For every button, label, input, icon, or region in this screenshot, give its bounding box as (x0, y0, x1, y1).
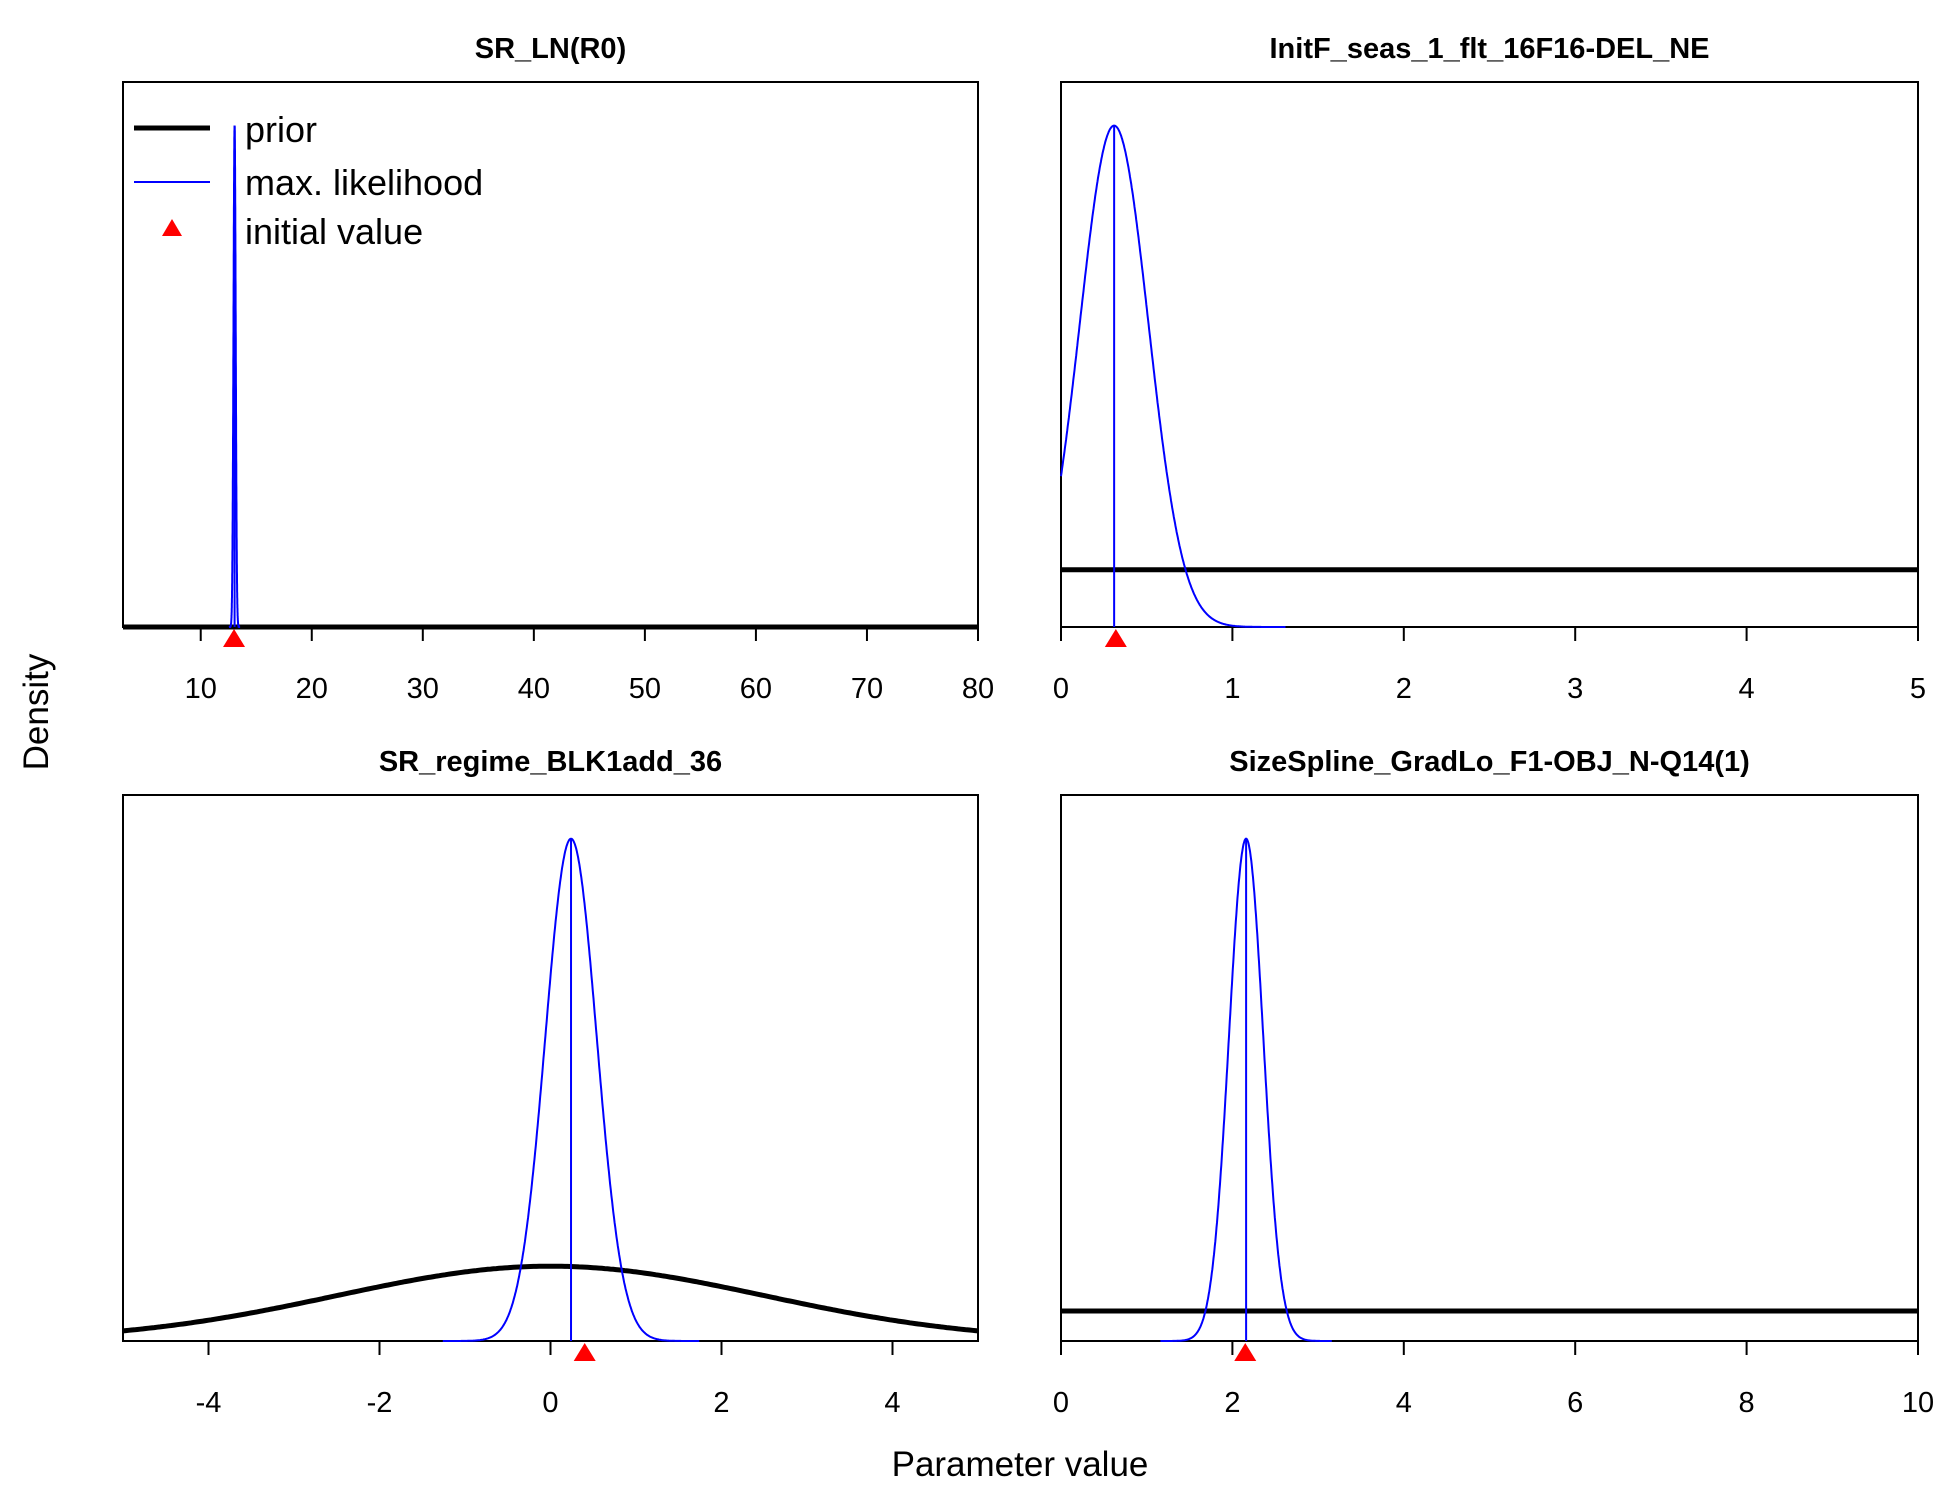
prior-curve (122, 1263, 979, 1334)
x-tick-label: 0 (542, 1387, 558, 1419)
legend-initial-triangle (162, 219, 182, 236)
panel-1: SR_LN(R0) 10 20 30 40 50 60 70 80 (122, 33, 994, 705)
x-tick-label: 10 (185, 673, 217, 705)
x-tick-label: 4 (884, 1387, 900, 1419)
plot-frame (1060, 794, 1919, 1342)
x-tick-label: 3 (1567, 673, 1583, 705)
x-tick-label: 10 (1902, 1387, 1934, 1419)
panel-title: SizeSpline_GradLo_F1-OBJ_N-Q14(1) (1229, 746, 1750, 778)
legend-prior-label: prior (245, 109, 317, 150)
mle-curve (1060, 124, 1286, 628)
x-tick-label: 2 (1224, 1387, 1240, 1419)
x-tick-label: 0 (1053, 673, 1069, 705)
x-tick-label: 60 (740, 673, 772, 705)
x-tick-label: 30 (407, 673, 439, 705)
x-tick-label: 40 (518, 673, 550, 705)
x-axis-label: Parameter value (892, 1445, 1149, 1484)
panel-2: InitF_seas_1_flt_16F16-DEL_NE 0 1 2 3 4 5 (1053, 33, 1926, 705)
x-tick-label: 70 (851, 673, 883, 705)
panel-3: SR_regime_BLK1add_36 -4 -2 0 2 4 (122, 746, 979, 1419)
x-tick-label: 6 (1567, 1387, 1583, 1419)
legend: prior max. likelihood initial value (134, 109, 483, 252)
initial-value-marker (573, 1343, 596, 1361)
x-tick-label: -4 (196, 1387, 222, 1419)
panel-4: SizeSpline_GradLo_F1-OBJ_N-Q14(1) 0 2 4 6 8 10 (1053, 746, 1934, 1419)
x-tick-label: 5 (1910, 673, 1926, 705)
x-tick-label: 2 (713, 1387, 729, 1419)
x-tick-label: 4 (1739, 673, 1755, 705)
plot-frame (1060, 81, 1919, 628)
initial-value-marker (223, 629, 246, 647)
x-tick-label: 4 (1396, 1387, 1412, 1419)
y-axis-label: Density (17, 653, 56, 770)
plot-frame (122, 794, 979, 1342)
legend-mle-label: max. likelihood (245, 162, 483, 203)
x-tick-label: -2 (367, 1387, 393, 1419)
x-tick-label: 80 (962, 673, 994, 705)
panel-title: SR_regime_BLK1add_36 (379, 746, 722, 778)
x-tick-label: 2 (1396, 673, 1412, 705)
panel-title: InitF_seas_1_flt_16F16-DEL_NE (1269, 33, 1709, 65)
x-tick-label: 20 (296, 673, 328, 705)
panel-title: SR_LN(R0) (475, 33, 626, 65)
x-tick-label: 8 (1739, 1387, 1755, 1419)
initial-value-marker (1234, 1343, 1257, 1361)
x-tick-label: 0 (1053, 1387, 1069, 1419)
x-tick-label: 1 (1224, 673, 1240, 705)
initial-value-marker (1104, 629, 1127, 647)
x-tick-label: 50 (629, 673, 661, 705)
panels: SR_LN(R0)10 20 30 40 50 60 70 80InitF_seas_1_fl… (122, 33, 1934, 1419)
legend-initial-label: initial value (245, 211, 423, 252)
